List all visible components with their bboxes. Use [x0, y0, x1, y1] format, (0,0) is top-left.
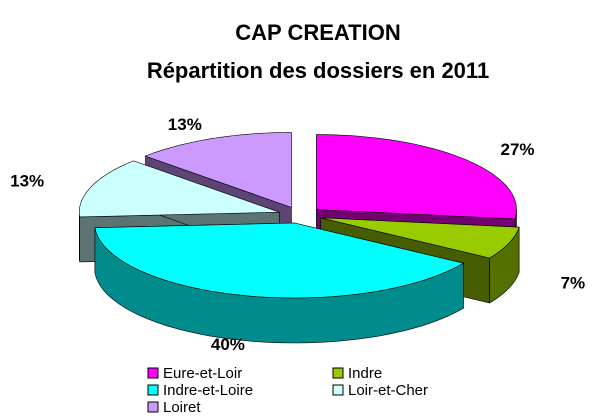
legend-label: Loir-et-Cher — [348, 382, 428, 399]
slice-top — [94, 222, 465, 299]
slice — [94, 222, 465, 344]
slice-top — [79, 160, 280, 218]
data-label: 13% — [10, 171, 44, 190]
data-label: 13% — [168, 115, 202, 134]
legend-label: Eure-et-Loir — [163, 365, 242, 382]
slice-top — [316, 134, 517, 220]
legend-label: Indre — [348, 365, 382, 382]
legend-swatch — [332, 367, 344, 379]
chart-subtitle: Répartition des dossiers en 2011 — [147, 58, 489, 83]
data-label: 40% — [211, 335, 245, 354]
legend-swatch — [332, 384, 344, 396]
legend-label: Indre-et-Loire — [163, 382, 253, 399]
slice-top — [320, 217, 520, 259]
chart-title: CAP CREATION — [235, 20, 400, 45]
legend-label: Loiret — [163, 399, 201, 416]
data-label: 7% — [561, 274, 586, 293]
legend-swatch — [147, 401, 159, 413]
slice-top — [144, 132, 292, 208]
legend-swatch — [147, 384, 159, 396]
data-label: 27% — [501, 140, 535, 159]
legend-swatch — [147, 367, 159, 379]
